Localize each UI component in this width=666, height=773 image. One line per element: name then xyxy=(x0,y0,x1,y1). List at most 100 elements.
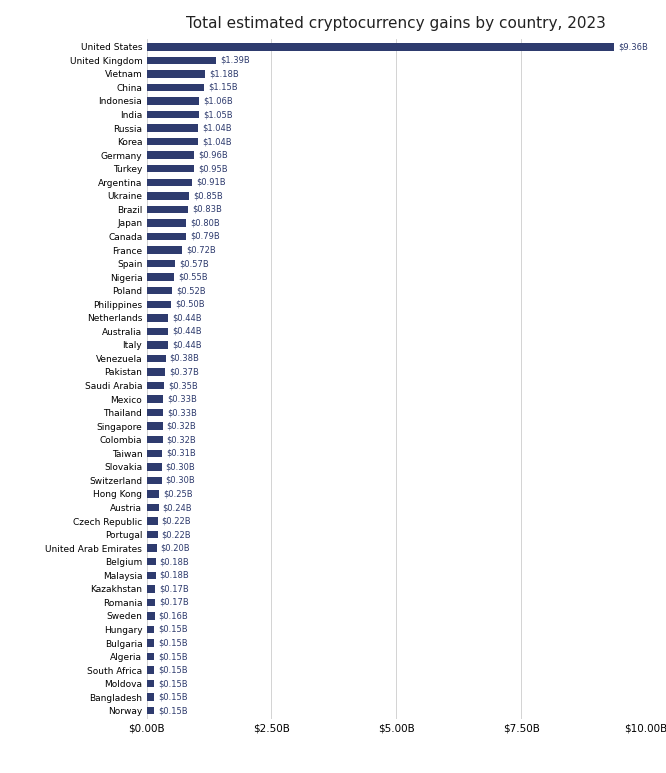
Bar xyxy=(147,693,154,701)
Bar xyxy=(147,247,182,254)
Text: $0.15B: $0.15B xyxy=(158,666,188,675)
Text: $1.05B: $1.05B xyxy=(203,110,232,119)
Bar xyxy=(147,56,216,64)
Bar xyxy=(147,653,154,660)
Bar xyxy=(147,152,194,159)
Text: $0.96B: $0.96B xyxy=(198,151,228,160)
Text: $0.25B: $0.25B xyxy=(163,489,192,499)
Bar xyxy=(147,328,168,335)
Bar xyxy=(147,355,165,363)
Text: $0.15B: $0.15B xyxy=(158,652,188,661)
Text: $0.55B: $0.55B xyxy=(178,273,208,281)
Bar xyxy=(147,450,162,457)
Bar xyxy=(147,165,194,172)
Bar xyxy=(147,341,168,349)
Text: $0.24B: $0.24B xyxy=(163,503,192,512)
Bar xyxy=(147,43,614,50)
Text: $0.15B: $0.15B xyxy=(158,638,188,648)
Bar xyxy=(147,477,161,484)
Bar xyxy=(147,287,172,295)
Bar xyxy=(147,124,198,132)
Text: $0.91B: $0.91B xyxy=(196,178,226,187)
Text: $0.32B: $0.32B xyxy=(166,422,196,431)
Text: $0.30B: $0.30B xyxy=(165,462,195,472)
Bar xyxy=(147,233,186,240)
Bar xyxy=(147,612,155,620)
Bar xyxy=(147,409,163,417)
Title: Total estimated cryptocurrency gains by country, 2023: Total estimated cryptocurrency gains by … xyxy=(186,15,606,31)
Bar xyxy=(147,436,163,444)
Text: $0.17B: $0.17B xyxy=(159,584,188,594)
Bar xyxy=(147,517,158,525)
Text: $0.37B: $0.37B xyxy=(169,367,199,376)
Bar xyxy=(147,463,161,471)
Bar xyxy=(147,382,164,390)
Bar xyxy=(147,585,155,593)
Text: $0.44B: $0.44B xyxy=(172,313,202,322)
Bar xyxy=(147,423,163,430)
Text: $1.15B: $1.15B xyxy=(208,83,238,92)
Bar xyxy=(147,368,165,376)
Text: $1.04B: $1.04B xyxy=(202,124,232,133)
Text: $0.15B: $0.15B xyxy=(158,693,188,702)
Text: $0.20B: $0.20B xyxy=(161,543,190,553)
Bar xyxy=(147,571,156,579)
Bar xyxy=(147,598,155,606)
Text: $0.31B: $0.31B xyxy=(166,449,196,458)
Text: $9.36B: $9.36B xyxy=(618,43,648,51)
Text: $1.39B: $1.39B xyxy=(220,56,250,65)
Bar xyxy=(147,666,154,674)
Bar xyxy=(147,220,186,226)
Bar xyxy=(147,111,199,118)
Text: $0.44B: $0.44B xyxy=(172,340,202,349)
Text: $0.33B: $0.33B xyxy=(167,408,197,417)
Bar xyxy=(147,179,192,186)
Bar xyxy=(147,707,154,714)
Bar xyxy=(147,504,159,511)
Text: $0.35B: $0.35B xyxy=(168,381,198,390)
Text: $0.52B: $0.52B xyxy=(176,286,206,295)
Text: $0.22B: $0.22B xyxy=(161,516,191,526)
Text: $1.18B: $1.18B xyxy=(210,70,239,78)
Text: $0.72B: $0.72B xyxy=(186,246,216,254)
Text: $0.79B: $0.79B xyxy=(190,232,220,241)
Bar xyxy=(147,680,154,687)
Text: $0.85B: $0.85B xyxy=(193,192,222,200)
Bar xyxy=(147,490,159,498)
Text: $0.22B: $0.22B xyxy=(161,530,191,539)
Text: $0.16B: $0.16B xyxy=(159,611,188,621)
Text: $0.95B: $0.95B xyxy=(198,164,228,173)
Text: $0.32B: $0.32B xyxy=(166,435,196,444)
Bar xyxy=(147,531,158,538)
Text: $0.18B: $0.18B xyxy=(160,557,189,566)
Text: $0.83B: $0.83B xyxy=(192,205,222,214)
Bar xyxy=(147,206,188,213)
Bar xyxy=(147,274,174,281)
Bar xyxy=(147,97,200,104)
Bar xyxy=(147,301,172,308)
Bar xyxy=(147,83,204,91)
Bar xyxy=(147,192,189,199)
Bar xyxy=(147,138,198,145)
Text: $1.06B: $1.06B xyxy=(204,97,233,105)
Text: $0.33B: $0.33B xyxy=(167,394,197,404)
Bar xyxy=(147,395,163,403)
Text: $1.04B: $1.04B xyxy=(202,137,232,146)
Bar xyxy=(147,544,157,552)
Bar xyxy=(147,260,175,267)
Text: $0.15B: $0.15B xyxy=(158,625,188,634)
Text: $0.57B: $0.57B xyxy=(179,259,208,268)
Text: $0.15B: $0.15B xyxy=(158,679,188,688)
Bar xyxy=(147,558,156,565)
Text: $0.80B: $0.80B xyxy=(190,219,220,227)
Bar xyxy=(147,639,154,647)
Bar xyxy=(147,314,168,322)
Text: $0.15B: $0.15B xyxy=(158,707,188,715)
Bar xyxy=(147,70,205,77)
Text: $0.44B: $0.44B xyxy=(172,327,202,335)
Text: $0.38B: $0.38B xyxy=(169,354,199,363)
Text: $0.30B: $0.30B xyxy=(165,476,195,485)
Text: $0.17B: $0.17B xyxy=(159,598,188,607)
Bar xyxy=(147,625,154,633)
Text: $0.50B: $0.50B xyxy=(176,300,205,308)
